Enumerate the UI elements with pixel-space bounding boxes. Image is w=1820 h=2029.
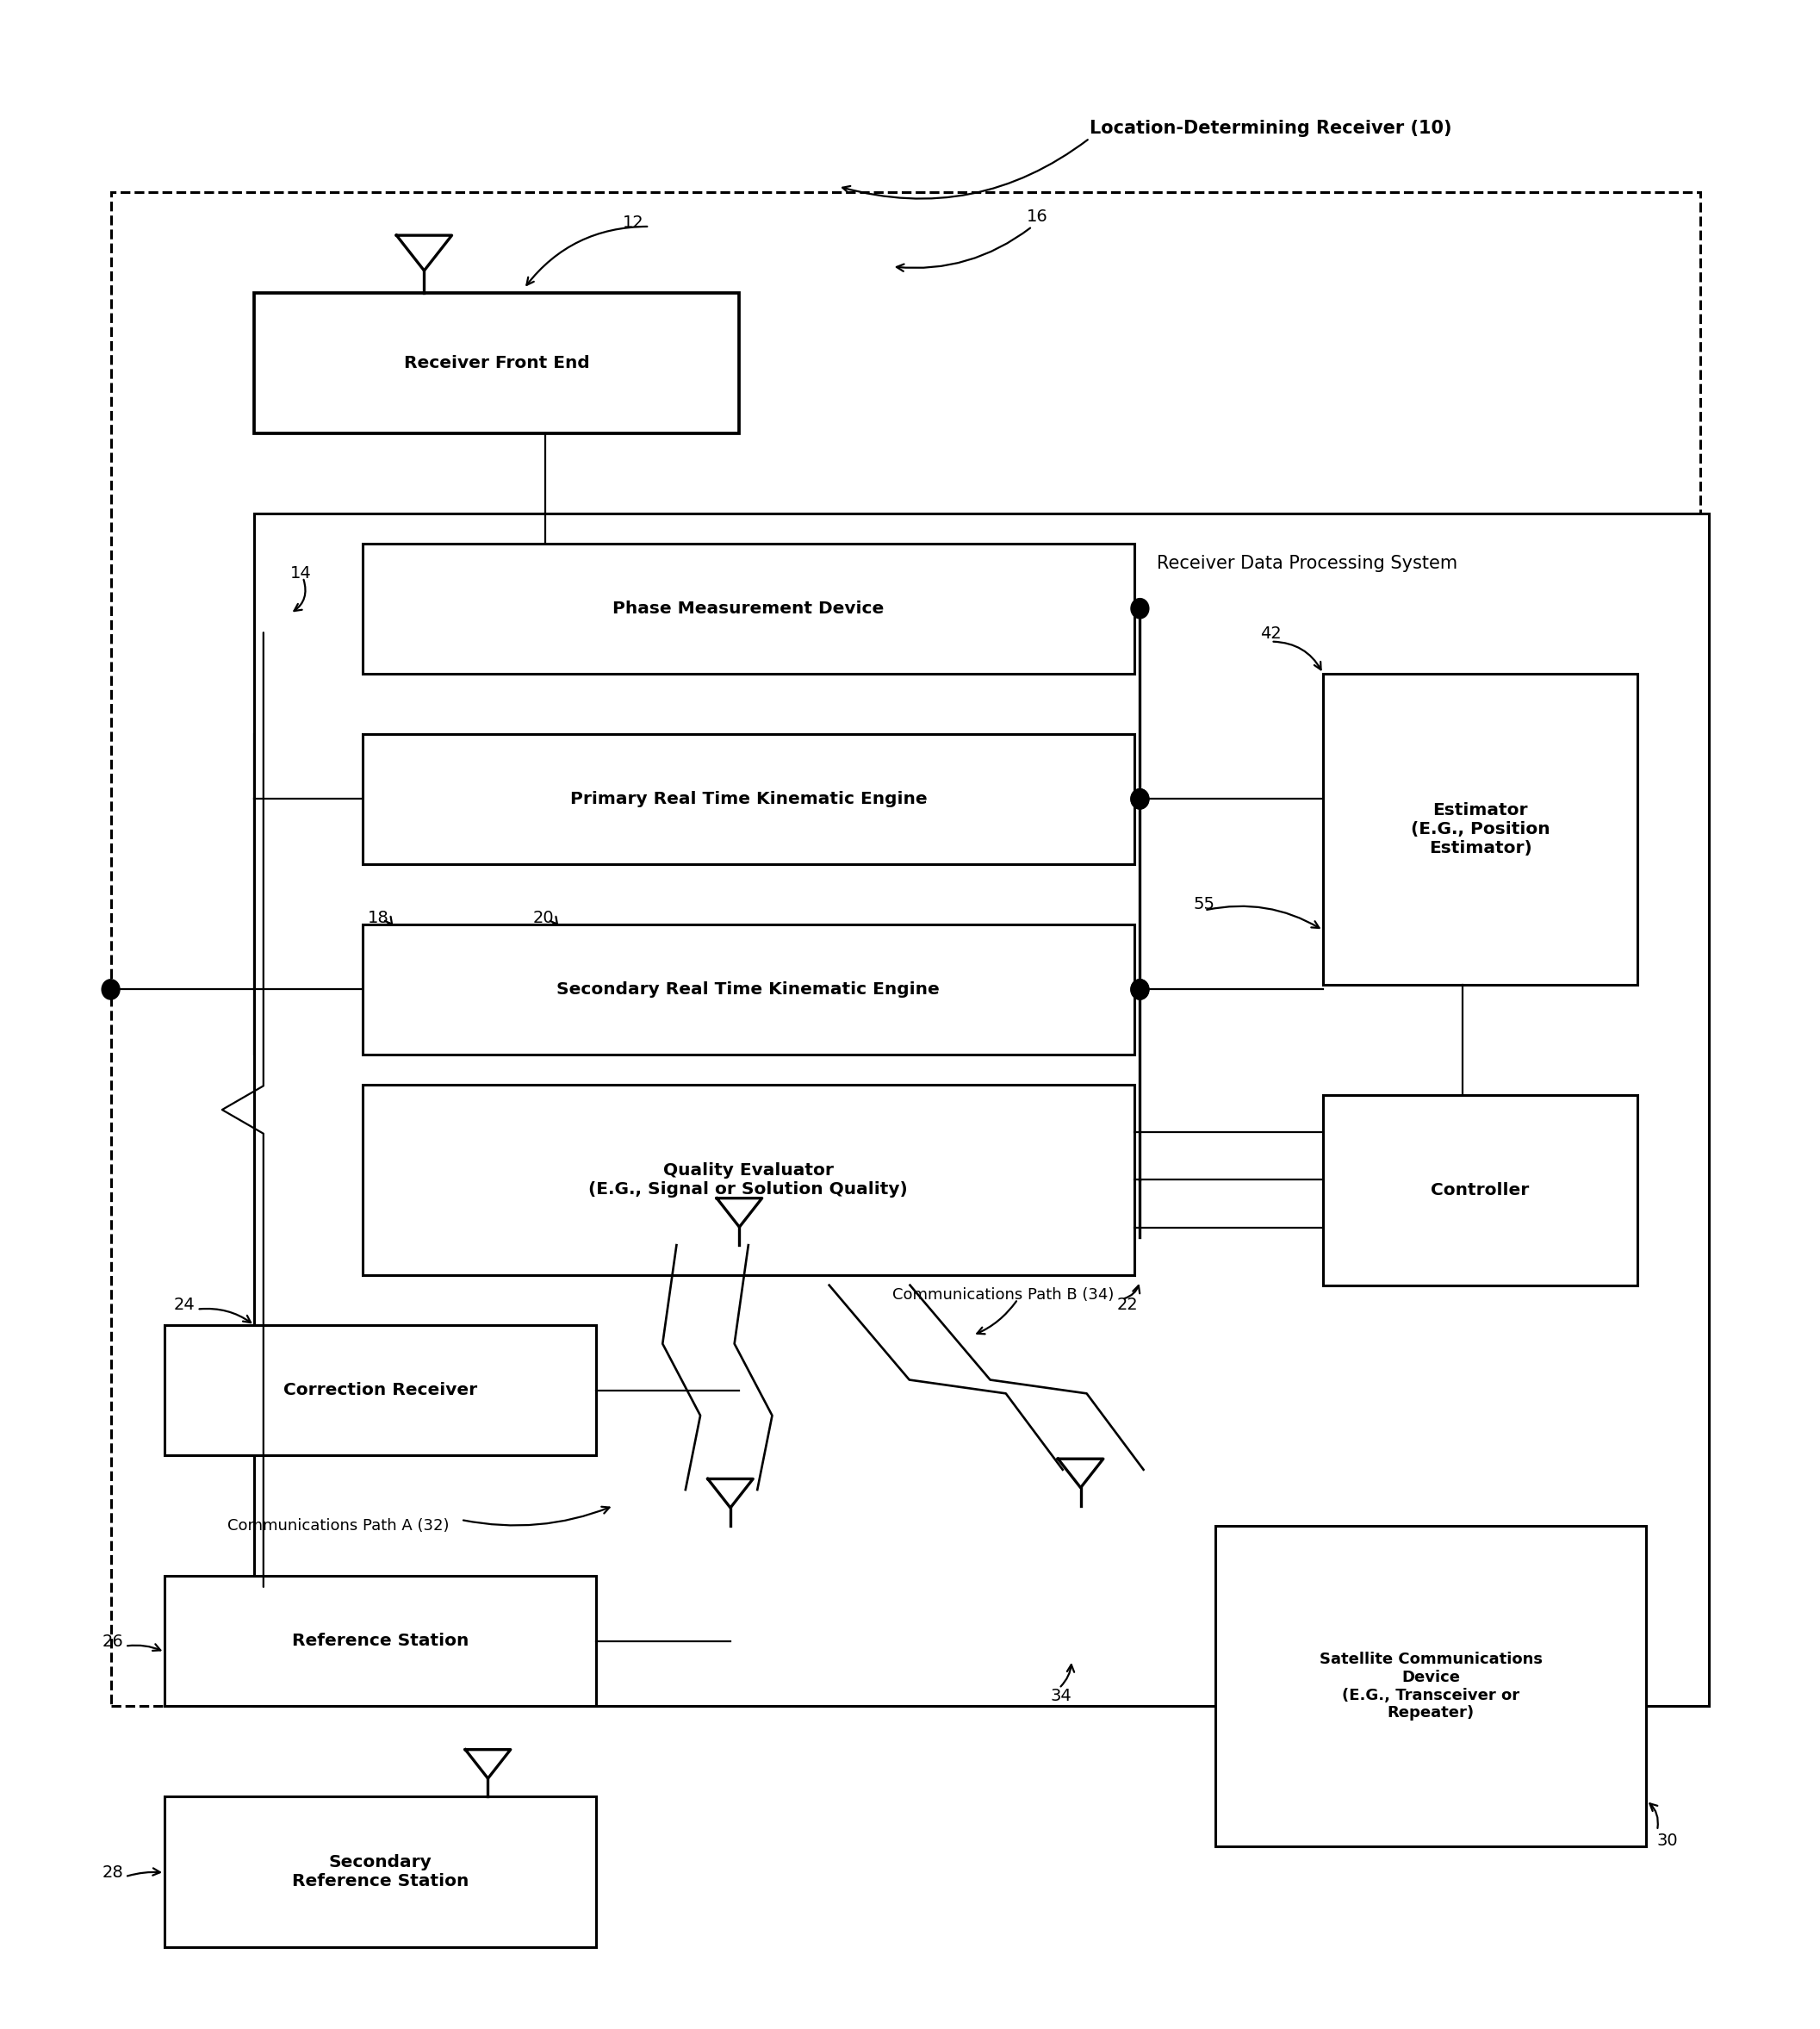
Text: Quality Evaluator
(E.G., Signal or Solution Quality): Quality Evaluator (E.G., Signal or Solut…: [588, 1163, 908, 1197]
Text: Communications Path B (34): Communications Path B (34): [892, 1288, 1114, 1303]
Text: 34: 34: [1050, 1688, 1072, 1704]
Text: Reference Station: Reference Station: [291, 1633, 468, 1650]
Text: 18: 18: [368, 911, 389, 927]
Text: Communications Path A (32): Communications Path A (32): [228, 1518, 450, 1534]
Text: Phase Measurement Device: Phase Measurement Device: [613, 601, 885, 617]
Bar: [1323, 1096, 1638, 1284]
Text: 26: 26: [102, 1633, 124, 1650]
Circle shape: [102, 980, 120, 1000]
Text: 28: 28: [102, 1865, 124, 1881]
Text: Correction Receiver: Correction Receiver: [284, 1382, 477, 1398]
Circle shape: [1130, 789, 1148, 810]
Text: 55: 55: [1194, 897, 1216, 913]
Bar: [1216, 1526, 1647, 1846]
Text: 16: 16: [1026, 209, 1048, 225]
Text: Receiver Data Processing System: Receiver Data Processing System: [1156, 554, 1458, 572]
Bar: [164, 1577, 595, 1706]
Bar: [255, 513, 1709, 1706]
Circle shape: [1130, 980, 1148, 1000]
Bar: [362, 925, 1134, 1055]
Text: 22: 22: [1116, 1297, 1138, 1313]
Text: Receiver Front End: Receiver Front End: [404, 355, 590, 371]
Bar: [1323, 674, 1638, 984]
Text: Secondary
Reference Station: Secondary Reference Station: [291, 1855, 468, 1889]
Circle shape: [1130, 980, 1148, 1000]
Bar: [362, 1086, 1134, 1274]
Text: 20: 20: [533, 911, 553, 927]
Circle shape: [1130, 789, 1148, 810]
Text: 12: 12: [622, 215, 644, 231]
Text: 14: 14: [291, 566, 311, 582]
Text: Location-Determining Receiver (10): Location-Determining Receiver (10): [1090, 120, 1452, 136]
Bar: [362, 544, 1134, 674]
Text: 42: 42: [1259, 625, 1281, 641]
Bar: [362, 734, 1134, 864]
Text: 30: 30: [1658, 1832, 1678, 1848]
Circle shape: [1130, 599, 1148, 619]
Text: Primary Real Time Kinematic Engine: Primary Real Time Kinematic Engine: [570, 791, 926, 808]
Bar: [255, 292, 739, 432]
Text: Estimator
(E.G., Position
Estimator): Estimator (E.G., Position Estimator): [1410, 801, 1551, 856]
Bar: [111, 193, 1700, 1706]
Bar: [164, 1325, 595, 1455]
Text: Satellite Communications
Device
(E.G., Transceiver or
Repeater): Satellite Communications Device (E.G., T…: [1320, 1652, 1542, 1721]
Bar: [164, 1796, 595, 1948]
Text: Secondary Real Time Kinematic Engine: Secondary Real Time Kinematic Engine: [557, 982, 939, 998]
Text: Controller: Controller: [1431, 1181, 1529, 1199]
Text: 24: 24: [173, 1297, 195, 1313]
